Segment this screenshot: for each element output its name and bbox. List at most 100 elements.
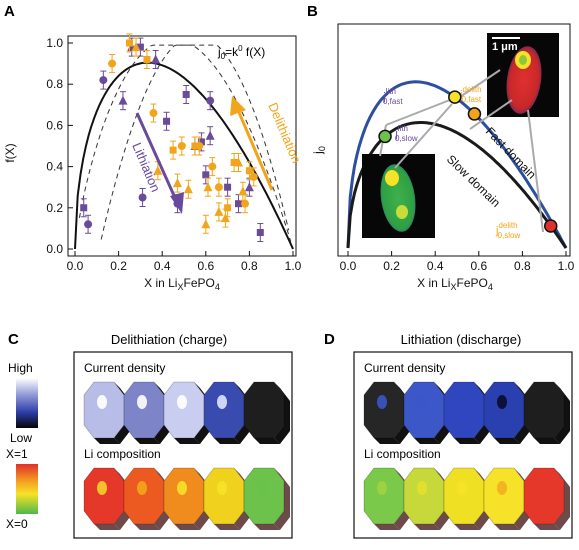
- x-tick-label-a: 1.0: [285, 259, 302, 273]
- panel-d-box: [353, 351, 573, 539]
- data-point-triangle: [244, 182, 254, 192]
- model-curve-dashed-1: [100, 44, 290, 240]
- panel-letter-b: B: [307, 3, 318, 20]
- y-tick-label-a: 0.2: [46, 201, 63, 215]
- composition-colorbar: [16, 464, 38, 514]
- x-tick-label-a: 0.6: [197, 259, 214, 273]
- panel-d-title: Lithiation (discharge): [401, 332, 522, 347]
- data-point-circle: [84, 220, 93, 229]
- state-marker: [467, 107, 482, 121]
- particle-prism: [443, 381, 490, 444]
- panel-b: B 0.0 0.2 0.4 0.6 0.8 1.0 j0 X in LiXFePO4 1 …: [307, 3, 575, 292]
- particle-prism: [203, 381, 250, 444]
- y-tick-label-a: 0.8: [46, 77, 63, 91]
- particle-prism: [163, 381, 210, 444]
- colorbar-x0-label: X=0: [6, 517, 28, 531]
- panel-a: A 0.0 0.2 0.4 0.6 0.8 1.0 0.0 0.2 0.4 0.6 0.8 1.0 f…: [3, 3, 304, 292]
- particle-prism: [243, 467, 290, 530]
- model-curve-solid: [74, 61, 294, 250]
- inset-image-fast: 1 μm: [487, 33, 559, 117]
- particle-prism: [83, 381, 130, 444]
- state-marker: [378, 129, 392, 144]
- particle-prism: [483, 467, 530, 530]
- data-point-circle: [208, 162, 217, 171]
- axis-ticks-a: 0.0 0.2 0.4 0.6 0.8 1.0 0.0 0.2 0.4 0.6 0.8 1.0: [46, 36, 301, 273]
- data-point-triangle: [234, 157, 243, 167]
- data-point-square: [256, 229, 264, 237]
- data-point-square: [191, 142, 199, 150]
- x-tick-label-a: 0.4: [154, 259, 171, 273]
- panel-c-title: Delithiation (charge): [111, 332, 227, 347]
- data-point-triangle: [183, 184, 193, 194]
- particle-prism: [123, 467, 170, 530]
- label-j0-lith-fast: jlith 0,fast: [382, 87, 403, 106]
- panel-d-li-composition-row: [363, 467, 570, 530]
- data-point-square: [224, 183, 232, 191]
- data-point-circle: [241, 199, 250, 208]
- y-tick-label-a: 1.0: [46, 36, 63, 50]
- label-j0-delith-slow: jdelith 0,slow: [495, 221, 520, 240]
- x-tick-label-b: 1.0: [558, 259, 575, 273]
- y-axis-label-b: j0: [311, 146, 327, 155]
- x-tick-label-a: 0.8: [241, 259, 258, 273]
- data-point-triangle: [205, 130, 215, 140]
- data-point-square: [224, 204, 232, 212]
- lithiation-arrow: Lithiation: [129, 112, 184, 214]
- data-point-triangle: [118, 95, 128, 105]
- panel-c-li-composition-row: [83, 467, 290, 530]
- plot-frame-b: [337, 23, 571, 257]
- data-point-triangle: [203, 182, 213, 192]
- data-point-square: [126, 39, 133, 47]
- data-point-triangle: [238, 186, 248, 196]
- panel-c-box: [73, 351, 293, 539]
- panel-d-current-density-row: [363, 381, 570, 444]
- data-point-triangle: [153, 165, 163, 175]
- x-tick-label-b: 0.8: [514, 259, 531, 273]
- data-point-square: [163, 117, 171, 125]
- x-axis-label-a: X in LiXFePO4: [144, 276, 220, 292]
- data-point-triangle: [220, 213, 230, 223]
- colorbar-high-label: High: [8, 361, 33, 375]
- x-axis-label-b: X in LiXFePO4: [417, 276, 493, 292]
- panel-letter-d: D: [324, 331, 335, 348]
- panel-d-row2-label: Li composition: [364, 447, 441, 461]
- colorbar-low-label: Low: [10, 431, 32, 445]
- data-point-triangle: [131, 42, 141, 52]
- panel-d: D Lithiation (discharge) Current density…: [324, 331, 573, 539]
- data-point-square: [235, 200, 242, 208]
- y-tick-label-a: 0.4: [46, 160, 63, 174]
- data-point-circle: [195, 142, 204, 150]
- panel-c-row2-label: Li composition: [84, 447, 161, 461]
- data-point-square: [182, 91, 190, 98]
- y-axis-label-a: f(X): [3, 143, 17, 162]
- particle-prism: [363, 381, 410, 444]
- scale-bar-label: 1 μm: [492, 41, 518, 53]
- data-point-circle: [214, 183, 223, 192]
- particle-prism: [403, 381, 450, 444]
- data-point-square: [245, 167, 253, 175]
- label-j0-lith-slow: jlith 0,slow: [394, 124, 418, 143]
- colorbars: High Low X=1 X=0: [6, 361, 38, 531]
- panel-c-row1-label: Current density: [84, 361, 165, 375]
- data-point-circle: [206, 96, 215, 105]
- panel-letter-c: C: [8, 331, 19, 348]
- state-markers-b: [378, 90, 558, 233]
- particle-prism: [483, 381, 530, 444]
- data-point-square: [202, 171, 210, 179]
- particle-prism: [363, 467, 410, 530]
- data-point-circle: [99, 76, 108, 85]
- particle-prism: [163, 467, 210, 530]
- particle-prism: [83, 467, 130, 530]
- state-marker: [448, 90, 462, 104]
- particle-prism: [523, 381, 570, 444]
- panel-d-row1-label: Current density: [364, 361, 445, 375]
- data-point-circle: [177, 142, 186, 150]
- data-point-circle: [138, 193, 147, 202]
- data-point-circle: [249, 172, 258, 181]
- equation-a: j0=k0 f(X): [217, 44, 265, 61]
- x-tick-label-b: 0.6: [470, 259, 487, 273]
- particle-prism: [123, 381, 170, 444]
- y-tick-label-a: 0.6: [46, 118, 63, 132]
- x-tick-label-b: 0.0: [340, 259, 357, 273]
